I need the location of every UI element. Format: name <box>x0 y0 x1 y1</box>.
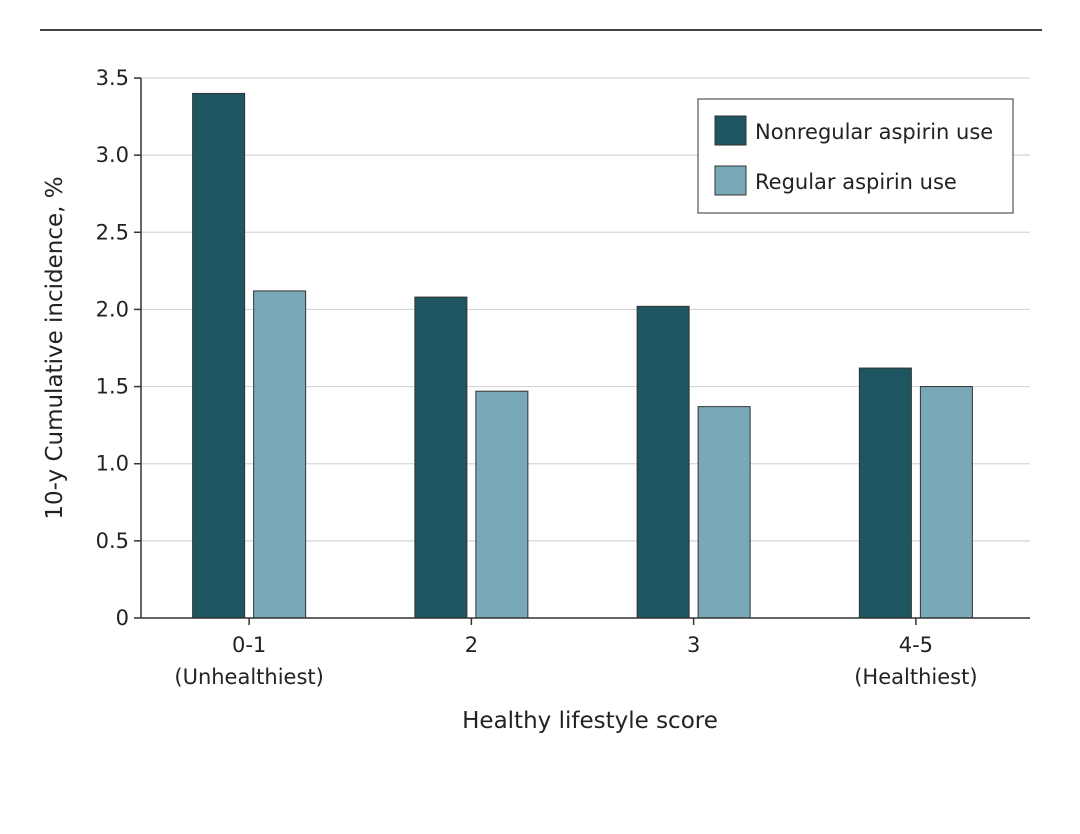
x-axis-title: Healthy lifestyle score <box>462 708 718 734</box>
bar-regular-1 <box>475 390 529 619</box>
axes <box>140 78 1030 619</box>
y-tick-label: 2.5 <box>96 220 129 244</box>
legend-swatch-0 <box>714 115 747 146</box>
bar-nonregular-2 <box>636 305 690 619</box>
bars <box>192 92 973 619</box>
y-tick-label: 0.5 <box>96 529 129 553</box>
bar-regular-3 <box>919 386 973 619</box>
bar-nonregular-0 <box>192 92 246 619</box>
y-tick-label: 1.5 <box>96 375 129 399</box>
legend-label-0: Nonregular aspirin use <box>755 120 993 144</box>
x-tick-sublabel: (Unhealthiest) <box>174 665 323 689</box>
x-tick-sublabel: (Healthiest) <box>854 665 977 689</box>
legend-label-1: Regular aspirin use <box>755 170 957 194</box>
y-axis-title: 10-y Cumulative incidence, % <box>42 176 68 519</box>
y-tick-label: 1.0 <box>96 452 129 476</box>
y-tick-label: 2.0 <box>96 297 129 321</box>
y-tick-label: 0 <box>116 606 129 630</box>
bar-regular-2 <box>697 406 751 619</box>
x-tick-labels: 0-1 (Unhealthiest) 2 3 4-5 (Healthiest) <box>174 618 978 689</box>
legend-swatch-1 <box>714 165 747 196</box>
bar-nonregular-3 <box>858 367 912 619</box>
bar-nonregular-1 <box>414 296 468 619</box>
x-tick-label: 3 <box>687 633 700 657</box>
y-tick-label: 3.5 <box>96 66 129 90</box>
x-tick-label: 4-5 <box>899 633 933 657</box>
bar-regular-0 <box>253 290 307 619</box>
y-tick-label: 3.0 <box>96 143 129 167</box>
legend-box <box>697 98 1014 214</box>
legend: Nonregular aspirin use Regular aspirin us… <box>697 98 1014 214</box>
x-tick-label: 2 <box>465 633 478 657</box>
y-ticks: 0 0.5 1.0 1.5 2.0 2.5 3.0 3.5 <box>96 66 141 630</box>
x-tick-label: 0-1 <box>232 633 266 657</box>
